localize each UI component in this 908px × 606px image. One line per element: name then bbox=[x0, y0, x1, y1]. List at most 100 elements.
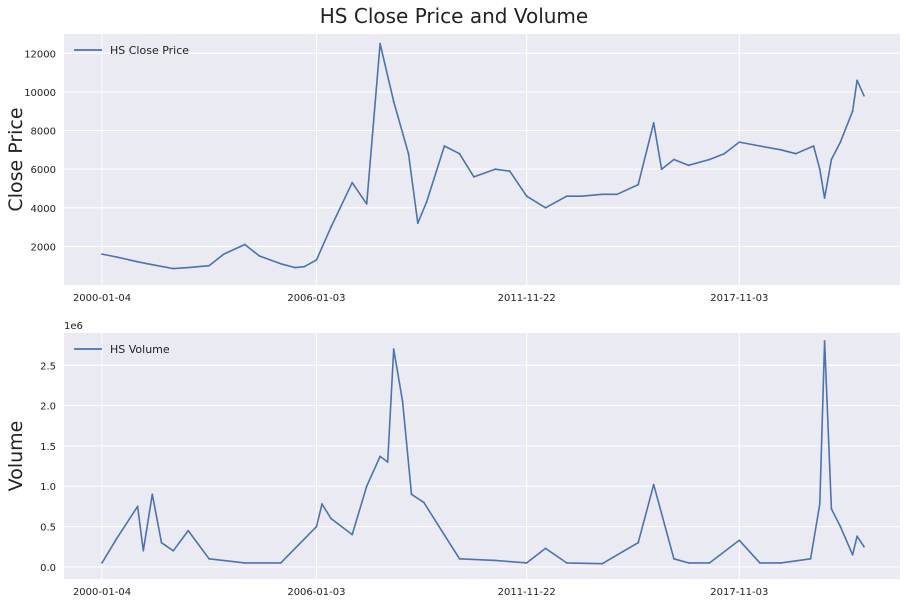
data-point bbox=[708, 158, 711, 161]
data-point bbox=[101, 561, 103, 564]
data-point bbox=[365, 485, 368, 488]
series-line bbox=[101, 340, 865, 565]
data-point bbox=[379, 455, 382, 458]
data-point bbox=[279, 561, 282, 564]
data-point bbox=[812, 145, 815, 147]
legend-label: HS Close Price bbox=[110, 44, 189, 57]
data-point bbox=[315, 259, 318, 261]
data-point bbox=[544, 547, 547, 550]
data-point bbox=[839, 141, 842, 144]
data-point bbox=[401, 400, 404, 403]
data-point bbox=[601, 562, 604, 565]
data-point bbox=[443, 145, 446, 147]
data-point bbox=[809, 557, 812, 560]
data-point bbox=[672, 158, 675, 161]
data-point bbox=[115, 256, 118, 258]
data-point bbox=[794, 152, 797, 155]
data-point bbox=[851, 553, 854, 556]
x-tick-label: 2000-01-04 bbox=[73, 293, 131, 304]
data-point bbox=[160, 541, 163, 544]
data-point bbox=[365, 203, 368, 205]
data-point bbox=[687, 561, 690, 564]
data-point bbox=[473, 175, 475, 178]
y-tick-label: 2.0 bbox=[40, 402, 56, 413]
data-point bbox=[863, 94, 865, 97]
data-point bbox=[580, 195, 583, 198]
data-point bbox=[330, 226, 332, 228]
plot-area bbox=[64, 333, 900, 579]
data-point bbox=[823, 340, 826, 342]
data-point bbox=[637, 183, 640, 186]
data-point bbox=[422, 501, 425, 504]
figure-title: HS Close Price and Volume bbox=[319, 4, 589, 28]
y-tick-label: 8000 bbox=[31, 127, 56, 138]
x-tick-label: 2017-11-03 bbox=[710, 293, 768, 304]
data-point bbox=[187, 266, 190, 269]
data-point bbox=[830, 507, 833, 510]
y-tick-label: 4000 bbox=[31, 204, 56, 215]
data-point bbox=[458, 152, 461, 155]
data-point bbox=[758, 561, 761, 564]
data-point bbox=[818, 168, 821, 171]
data-point bbox=[187, 529, 190, 532]
data-point bbox=[208, 264, 210, 267]
data-point bbox=[208, 557, 210, 560]
chart-panel-1: 2000 4000 6000 8000 10000 12000 2000-01-04 2006… bbox=[5, 34, 900, 304]
data-point bbox=[351, 181, 354, 184]
legend-label: HS Volume bbox=[110, 343, 170, 356]
data-point bbox=[101, 253, 103, 256]
data-point bbox=[856, 79, 858, 82]
data-point bbox=[637, 541, 640, 544]
data-point bbox=[494, 168, 497, 171]
y-axis-label: Volume bbox=[5, 421, 27, 492]
data-point bbox=[392, 100, 395, 103]
data-point bbox=[115, 537, 118, 540]
data-point bbox=[407, 152, 410, 155]
data-point bbox=[780, 561, 782, 564]
data-point bbox=[525, 561, 528, 564]
data-point bbox=[672, 557, 675, 560]
data-point bbox=[410, 493, 413, 496]
data-point bbox=[416, 222, 419, 225]
data-point bbox=[494, 559, 497, 562]
x-tick-label: 2000-01-04 bbox=[73, 587, 131, 598]
data-point bbox=[544, 206, 547, 209]
data-point bbox=[151, 493, 154, 496]
data-point bbox=[315, 525, 318, 528]
data-point bbox=[351, 533, 354, 536]
data-point bbox=[303, 265, 306, 268]
y-tick-label: 1.5 bbox=[40, 442, 56, 453]
y-tick-label: 0.5 bbox=[40, 523, 56, 534]
data-point bbox=[151, 263, 154, 266]
data-point bbox=[279, 262, 282, 265]
data-point bbox=[172, 267, 175, 270]
data-point bbox=[243, 561, 246, 564]
data-point bbox=[294, 266, 297, 269]
data-point bbox=[652, 121, 655, 124]
data-point bbox=[708, 561, 711, 564]
data-point bbox=[780, 148, 782, 151]
data-point bbox=[723, 152, 726, 155]
data-point bbox=[616, 193, 619, 196]
series-line bbox=[101, 42, 865, 270]
data-point bbox=[142, 549, 145, 552]
x-tick-label: 2011-11-22 bbox=[498, 587, 556, 598]
y-axis-offset-label: 1e6 bbox=[64, 321, 83, 332]
data-point bbox=[136, 260, 139, 263]
data-point bbox=[839, 525, 842, 528]
data-point bbox=[851, 110, 854, 113]
x-tick-label: 2017-11-03 bbox=[710, 587, 768, 598]
y-tick-label: 12000 bbox=[24, 49, 56, 60]
data-point bbox=[565, 195, 568, 198]
x-tick-label: 2006-01-03 bbox=[287, 587, 345, 598]
data-point bbox=[652, 483, 655, 486]
data-point bbox=[392, 348, 395, 351]
data-point bbox=[321, 503, 323, 505]
x-tick-label: 2011-11-22 bbox=[498, 293, 556, 304]
y-tick-label: 1.0 bbox=[40, 482, 56, 493]
data-point bbox=[818, 503, 821, 505]
data-point bbox=[136, 505, 139, 508]
data-point bbox=[458, 557, 461, 560]
data-point bbox=[687, 164, 690, 167]
